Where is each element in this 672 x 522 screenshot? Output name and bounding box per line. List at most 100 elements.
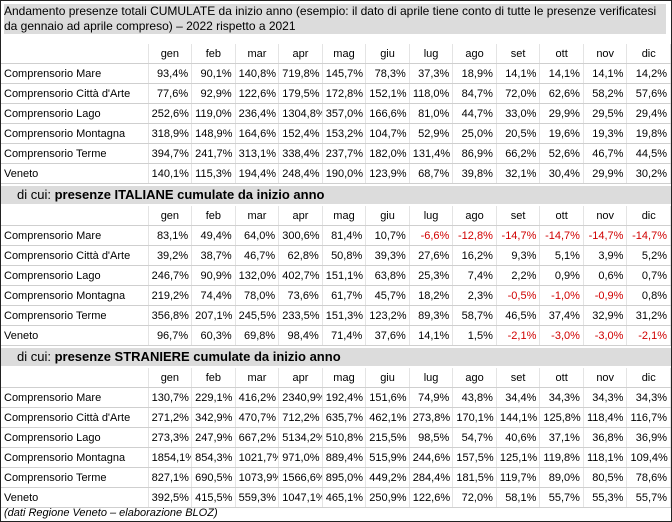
value-cell: 81,4% xyxy=(322,225,367,246)
value-cell: 74,9% xyxy=(409,387,454,408)
table-row: Comprensorio Città d'Arte 39,2% 38,7% 46,7%… xyxy=(1,245,671,266)
value-cell: 37,1% xyxy=(539,427,584,448)
value-cell: 89,0% xyxy=(539,467,584,488)
month-header-set: set xyxy=(496,206,541,226)
table-row: Comprensorio Montagna 318,9% 148,9% 164,6% 1… xyxy=(1,123,671,144)
value-cell: 123,2% xyxy=(365,305,410,326)
value-cell: 60,3% xyxy=(191,325,236,346)
value-cell: 342,9% xyxy=(191,407,236,428)
table-title: Andamento presenze totali CUMULATE da in… xyxy=(4,4,666,34)
value-cell: 116,7% xyxy=(626,407,671,428)
value-cell: 52,9% xyxy=(409,123,454,144)
value-cell: 45,7% xyxy=(365,285,410,306)
value-cell: 151,1% xyxy=(322,265,367,286)
month-header-gen: gen xyxy=(148,368,193,388)
value-cell: 559,3% xyxy=(235,487,280,508)
value-cell: 248,4% xyxy=(278,163,323,184)
header-blank-cell xyxy=(1,44,149,64)
value-cell: 62,6% xyxy=(539,83,584,104)
row-label: Comprensorio Terme xyxy=(1,467,149,488)
value-cell: 1047,1% xyxy=(278,487,323,508)
month-header-giu: giu xyxy=(365,206,410,226)
month-header-row: gen feb mar apr mag giu lug ago set ott nov dic xyxy=(1,44,671,64)
value-cell: 229,1% xyxy=(191,387,236,408)
month-header-feb: feb xyxy=(191,44,236,64)
value-cell: 78,3% xyxy=(365,63,410,84)
value-cell: 250,9% xyxy=(365,487,410,508)
value-cell: 40,6% xyxy=(496,427,541,448)
value-cell: 470,7% xyxy=(235,407,280,428)
table-row: Veneto 140,1% 115,3% 194,4% 248,4% 190,0% 123,… xyxy=(1,163,671,184)
table-row: Comprensorio Città d'Arte 271,2% 342,9% 470… xyxy=(1,407,671,428)
section-totali-table: gen feb mar apr mag giu lug ago set ott nov dic Comp… xyxy=(1,44,671,184)
value-cell: 172,8% xyxy=(322,83,367,104)
value-cell: -3,0% xyxy=(583,325,628,346)
value-cell: 182,0% xyxy=(365,143,410,164)
value-cell: -14,7% xyxy=(539,225,584,246)
table-row: Comprensorio Terme 827,1% 690,5% 1073,9% 156… xyxy=(1,467,671,488)
value-cell: -14,7% xyxy=(583,225,628,246)
value-cell: 152,1% xyxy=(365,83,410,104)
month-header-row: gen feb mar apr mag giu lug ago set ott nov dic xyxy=(1,206,671,226)
header-blank-cell xyxy=(1,206,149,226)
month-header-mar: mar xyxy=(235,368,280,388)
value-cell: 5134,2% xyxy=(278,427,323,448)
value-cell: -3,0% xyxy=(539,325,584,346)
value-cell: 7,4% xyxy=(452,265,497,286)
value-cell: 122,6% xyxy=(409,487,454,508)
value-cell: 357,0% xyxy=(322,103,367,124)
value-cell: 49,4% xyxy=(191,225,236,246)
value-cell: 153,2% xyxy=(322,123,367,144)
value-cell: 19,3% xyxy=(583,123,628,144)
value-cell: 55,3% xyxy=(583,487,628,508)
value-cell: 34,3% xyxy=(583,387,628,408)
table-row: Veneto 96,7% 60,3% 69,8% 98,4% 71,4% 37,6% 14,1… xyxy=(1,325,671,346)
value-cell: 72,0% xyxy=(496,83,541,104)
row-label: Comprensorio Montagna xyxy=(1,123,149,144)
value-cell: 3,9% xyxy=(583,245,628,266)
value-cell: -2,1% xyxy=(496,325,541,346)
month-header-row: gen feb mar apr mag giu lug ago set ott nov dic xyxy=(1,368,671,388)
section-title: presenze STRANIERE cumulate da inizio an… xyxy=(54,349,341,364)
value-cell: 43,8% xyxy=(452,387,497,408)
table-row: Comprensorio Mare 130,7% 229,1% 416,2% 2340,… xyxy=(1,387,671,408)
value-cell: 29,4% xyxy=(626,103,671,124)
month-header-nov: nov xyxy=(583,44,628,64)
value-cell: 19,6% xyxy=(539,123,584,144)
value-cell: 57,6% xyxy=(626,83,671,104)
row-label: Comprensorio Montagna xyxy=(1,447,149,468)
month-header-nov: nov xyxy=(583,206,628,226)
section-lead: di cui: xyxy=(17,349,55,364)
value-cell: -14,7% xyxy=(496,225,541,246)
value-cell: 63,8% xyxy=(365,265,410,286)
value-cell: 46,7% xyxy=(583,143,628,164)
value-cell: 5,2% xyxy=(626,245,671,266)
value-cell: 89,3% xyxy=(409,305,454,326)
table-row: Comprensorio Città d'Arte 77,6% 92,9% 122,6… xyxy=(1,83,671,104)
value-cell: 74,4% xyxy=(191,285,236,306)
month-header-apr: apr xyxy=(278,206,323,226)
value-cell: -14,7% xyxy=(626,225,671,246)
row-label: Comprensorio Terme xyxy=(1,305,149,326)
value-cell: 10,7% xyxy=(365,225,410,246)
value-cell: 1073,9% xyxy=(235,467,280,488)
month-header-apr: apr xyxy=(278,44,323,64)
value-cell: 151,6% xyxy=(365,387,410,408)
row-label: Veneto xyxy=(1,487,149,508)
value-cell: 55,7% xyxy=(626,487,671,508)
section-title: presenze ITALIANE cumulate da inizio ann… xyxy=(54,187,325,202)
value-cell: 55,7% xyxy=(539,487,584,508)
table-row: Comprensorio Lago 273,3% 247,9% 667,2% 5134,… xyxy=(1,427,671,448)
value-cell: 119,8% xyxy=(539,447,584,468)
value-cell: 84,7% xyxy=(452,83,497,104)
month-header-nov: nov xyxy=(583,368,628,388)
section-straniere-table: gen feb mar apr mag giu lug ago set ott nov dic Comp… xyxy=(1,368,671,508)
month-header-mag: mag xyxy=(322,206,367,226)
value-cell: 895,0% xyxy=(322,467,367,488)
value-cell: 510,8% xyxy=(322,427,367,448)
value-cell: 0,9% xyxy=(539,265,584,286)
value-cell: 78,0% xyxy=(235,285,280,306)
value-cell: 2,2% xyxy=(496,265,541,286)
value-cell: 119,0% xyxy=(191,103,236,124)
value-cell: 236,4% xyxy=(235,103,280,124)
